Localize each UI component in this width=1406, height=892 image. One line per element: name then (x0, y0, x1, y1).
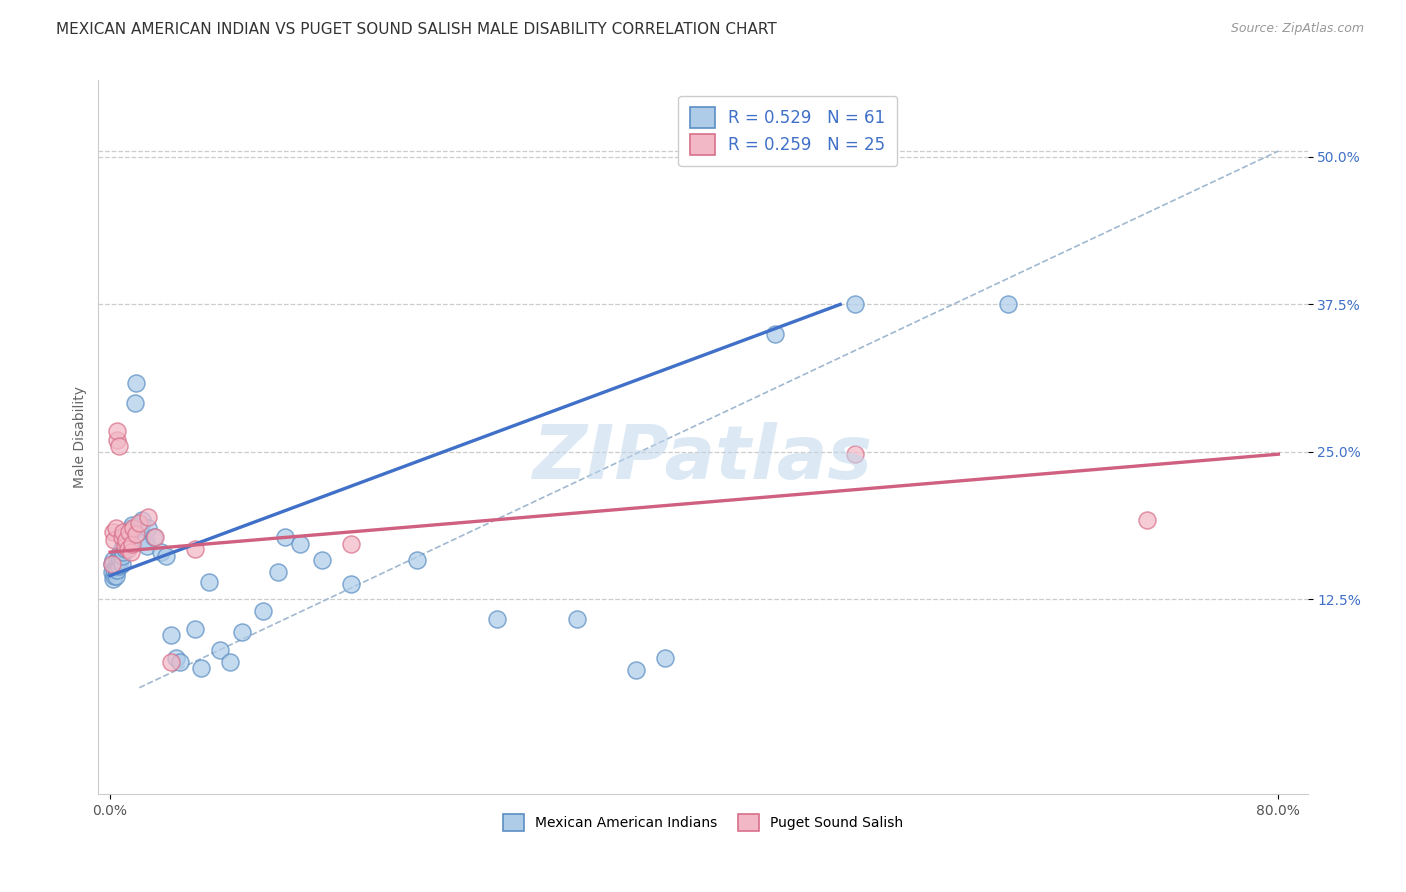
Point (117, 524, 139, 538)
Point (108, 551, 131, 566)
Point (135, 539, 157, 553)
Point (107, 433, 129, 447)
Point (100, 557, 122, 571)
Point (405, 553, 427, 567)
Point (120, 545, 142, 559)
Point (108, 439, 131, 453)
Point (117, 541, 139, 556)
Point (101, 524, 124, 539)
Point (112, 539, 135, 553)
Point (103, 563, 125, 577)
Point (169, 655, 191, 669)
Point (142, 530, 165, 544)
Point (252, 604, 274, 618)
Point (114, 533, 136, 548)
Legend: Mexican American Indians, Puget Sound Salish: Mexican American Indians, Puget Sound Sa… (498, 809, 908, 837)
Text: Source: ZipAtlas.com: Source: ZipAtlas.com (1230, 22, 1364, 36)
Point (101, 572, 124, 586)
Point (124, 396, 146, 410)
Text: MEXICAN AMERICAN INDIAN VS PUGET SOUND SALISH MALE DISABILITY CORRELATION CHART: MEXICAN AMERICAN INDIAN VS PUGET SOUND S… (56, 22, 778, 37)
Point (231, 625, 253, 640)
Point (107, 563, 129, 577)
Point (1136, 513, 1159, 527)
Point (997, 297, 1019, 311)
Point (100, 557, 122, 571)
Point (165, 651, 187, 665)
Point (122, 521, 145, 535)
Point (763, 326, 786, 341)
Point (145, 530, 167, 544)
Point (274, 530, 297, 544)
Y-axis label: Male Disability: Male Disability (73, 386, 87, 488)
Point (844, 447, 866, 461)
Point (120, 521, 142, 535)
Point (118, 524, 141, 539)
Point (110, 553, 132, 567)
Point (208, 643, 231, 657)
Point (101, 553, 124, 567)
Point (111, 549, 134, 563)
Point (103, 568, 125, 582)
Point (128, 521, 150, 535)
Point (155, 549, 177, 563)
Point (100, 565, 122, 579)
Point (111, 530, 134, 544)
Point (128, 516, 150, 530)
Point (114, 541, 136, 556)
Point (136, 509, 159, 524)
Point (121, 518, 143, 533)
Point (136, 521, 159, 535)
Point (125, 376, 148, 391)
Point (654, 651, 676, 665)
Point (115, 527, 138, 541)
Point (134, 533, 156, 548)
Point (103, 533, 125, 548)
Point (184, 541, 207, 556)
Point (567, 612, 589, 626)
Point (160, 655, 183, 669)
Text: ZIPatlas: ZIPatlas (533, 422, 873, 495)
Point (108, 559, 131, 574)
Point (267, 565, 290, 579)
Point (115, 533, 138, 548)
Point (107, 424, 129, 438)
Point (112, 545, 135, 559)
Point (111, 557, 134, 571)
Point (288, 537, 311, 551)
Point (184, 622, 207, 636)
Point (311, 553, 333, 567)
Point (340, 577, 363, 591)
Point (117, 527, 139, 541)
Point (121, 537, 143, 551)
Point (129, 518, 152, 533)
Point (340, 537, 363, 551)
Point (118, 530, 141, 544)
Point (125, 527, 148, 541)
Point (104, 568, 127, 582)
Point (104, 560, 127, 574)
Point (150, 545, 173, 559)
Point (844, 297, 866, 311)
Point (107, 553, 129, 567)
Point (486, 612, 509, 626)
Point (115, 537, 138, 551)
Point (190, 661, 212, 675)
Point (198, 574, 221, 589)
Point (114, 539, 136, 553)
Point (131, 513, 153, 527)
Point (112, 524, 135, 539)
Point (218, 655, 240, 669)
Point (104, 521, 127, 535)
Point (624, 663, 647, 677)
Point (160, 627, 183, 641)
Point (110, 545, 132, 559)
